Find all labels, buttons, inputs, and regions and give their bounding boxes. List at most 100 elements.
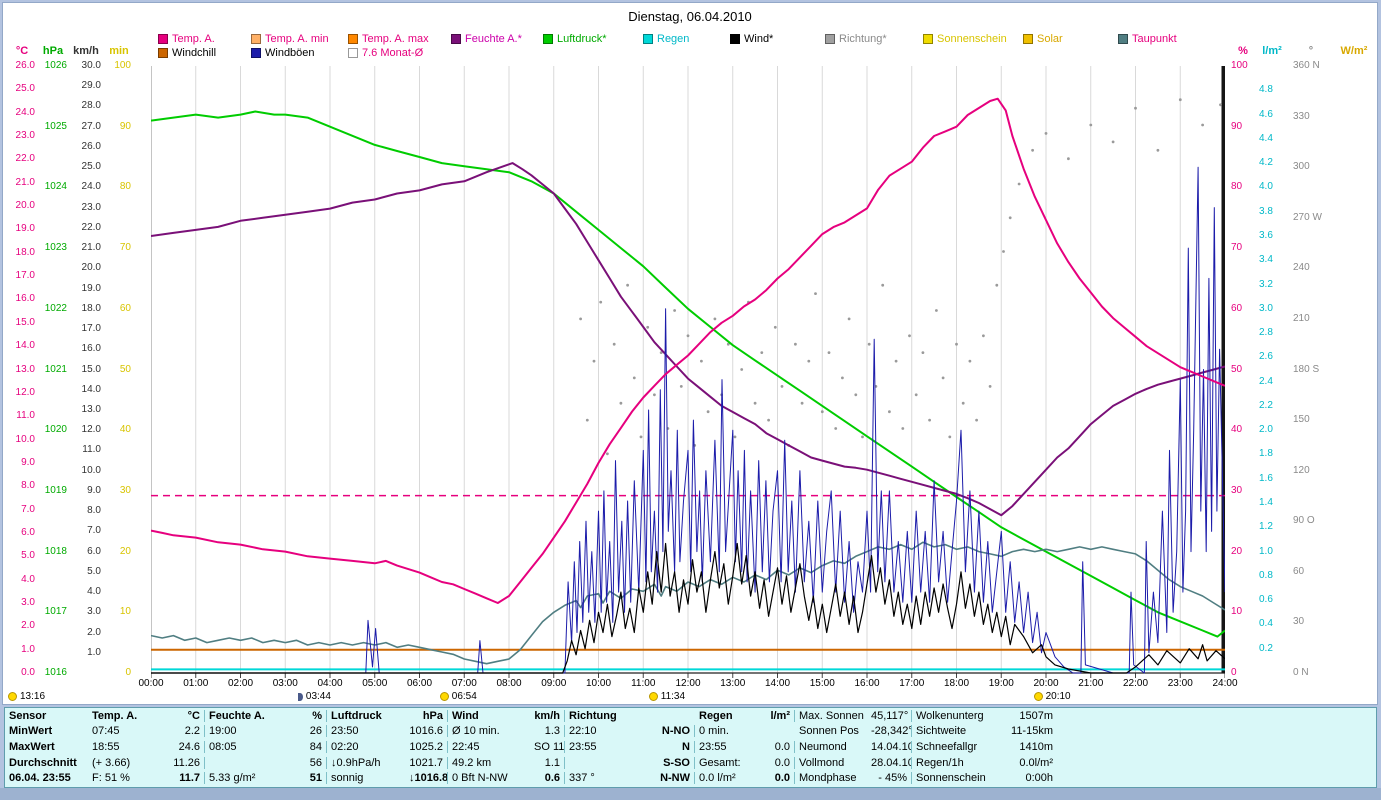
table-cell: Mondphase [799,772,857,785]
axis-tick: 7.0 [87,525,101,537]
x-axis-label: 13:00 [720,678,746,689]
axis-tick: 0 [125,667,131,678]
table-cell: Sonnen Pos [799,725,859,738]
axis-tick: 27.0 [81,120,101,132]
axis-tick: 24.0 [15,106,35,118]
table-cell: 84 [285,740,327,753]
axis-tick: 1.8 [1259,448,1273,460]
axis-tick: 2.0 [21,620,35,632]
legend-label: Luftdruck* [557,33,607,45]
axis-header-: ° [1308,45,1314,57]
table-cell: 0.0 [757,756,795,769]
table-cell: hPa [405,709,448,722]
table-cell: 22:10 [569,725,597,738]
status-strip [0,788,1381,800]
table-cell: 49.2 km [452,756,492,769]
table-cell: 06.04. 23:55 [9,772,71,785]
legend-label: Temp. A. min [265,33,329,45]
axis-tick: 16.0 [81,343,101,355]
axis-tick: 20.0 [15,200,35,212]
axis-tick: 13.0 [15,363,35,375]
legend-item-temp-a-min: Temp. A. min [251,33,329,45]
legend-label: Windchill [172,47,217,59]
legend-swatch-temp-a-max-icon [348,34,358,44]
legend-item-richtung: Richtung* [825,33,887,45]
legend-label: Wind* [744,33,774,45]
astro-marker: 13:16 [8,691,45,702]
axis-tick: 3.4 [1259,254,1273,266]
table-cell: Temp. A. [92,709,138,722]
axis-tick: 23.0 [15,130,35,142]
table-cell: MinWert [9,725,53,738]
table-cell: 51 [285,772,327,785]
table-cell: 0 Bft N-NW [452,772,508,785]
legend-item-wind: Wind* [730,33,773,45]
legend-swatch-temp-a-icon [158,34,168,44]
legend-swatch-temp-a-min-icon [251,34,261,44]
axis-tick: 0.0 [21,667,35,678]
legend-item-temp-a-max: Temp. A. max [348,33,429,45]
x-axis-label: 01:00 [183,678,209,689]
axis-tick: 1023 [44,242,67,254]
axis-tick: 5.0 [87,565,101,577]
axis-tick: 21.0 [81,242,101,254]
x-axis-label: 20:00 [1033,678,1059,689]
axis-tick: 40 [119,424,131,436]
table-cell: 23:55 [569,740,597,753]
table-cell: 11-15km [1011,725,1053,738]
astro-marker-time: 03:44 [305,691,331,702]
legend-label: Richtung* [839,33,887,45]
axis-tick: 3.8 [1259,205,1273,217]
axis-tick: 50 [119,363,131,375]
x-axis-label: 17:00 [899,678,925,689]
axis-tick: 20 [1231,545,1243,557]
legend-item-windb-en: Windböen [251,47,315,59]
table-cell: Vollmond [799,756,845,769]
legend-swatch-luftdruck-icon [543,34,553,44]
legend-swatch-windb-en-icon [251,48,261,58]
legend-swatch-windchill-icon [158,48,168,58]
axis-tick: 0.6 [1259,594,1273,606]
x-axis-label: 07:00 [451,678,477,689]
sun-icon [648,692,658,701]
axis-tick: 16.0 [15,293,35,305]
series-luftdruck [151,110,1225,638]
astro-marker: 06:54 [439,691,477,702]
table-cell: SO 11.1 [530,740,565,753]
axis-tick: 40 [1231,424,1243,436]
table-cell: 0.0 [757,772,795,785]
legend-label: Solar [1037,33,1063,45]
axis-tick: 90 O [1293,515,1315,527]
table-cell: Wind [452,709,479,722]
axis-tick: 60 [119,302,131,314]
legend-swatch-feuchte-a-icon [451,34,461,44]
x-axis-label: 23:00 [1167,678,1193,689]
axis-tick: 0.2 [1259,642,1273,654]
axis-tick: 1022 [44,302,67,314]
axis-tick: 4.4 [1259,132,1273,144]
axis-tick: 15.0 [15,316,35,328]
legend-label: Feuchte A.* [465,33,522,45]
axis-tick: 17.0 [81,323,101,335]
table-row: 06.04. 23:55 F: 51 % 11.7 5.33 g/m² 51 sonnig… [5,770,1376,786]
table-cell: Feuchte A. [209,709,265,722]
axis-tick: 0.4 [1259,618,1273,630]
axis-tick: 2.2 [1259,399,1273,411]
x-axis-label: 18:00 [943,678,970,689]
legend-item-luftdruck: Luftdruck* [543,33,607,45]
axis-tick: 1.0 [87,646,101,658]
table-cell: 02:20 [331,740,359,753]
axis-tick: 1.6 [1259,472,1273,484]
table-cell: N [625,740,695,753]
table-cell: % [285,709,327,722]
table-cell: 24.6 [160,740,205,753]
axis-tick: 9.0 [21,456,35,468]
table-cell: 1410m [1019,740,1053,753]
table-cell: l/m² [757,709,795,722]
axis-tick: 13.0 [81,403,101,415]
table-cell: sonnig [331,772,364,785]
table-cell: 19:00 [209,725,237,738]
table-cell: 08:05 [209,740,237,753]
axis-tick: 2.8 [1259,327,1273,339]
